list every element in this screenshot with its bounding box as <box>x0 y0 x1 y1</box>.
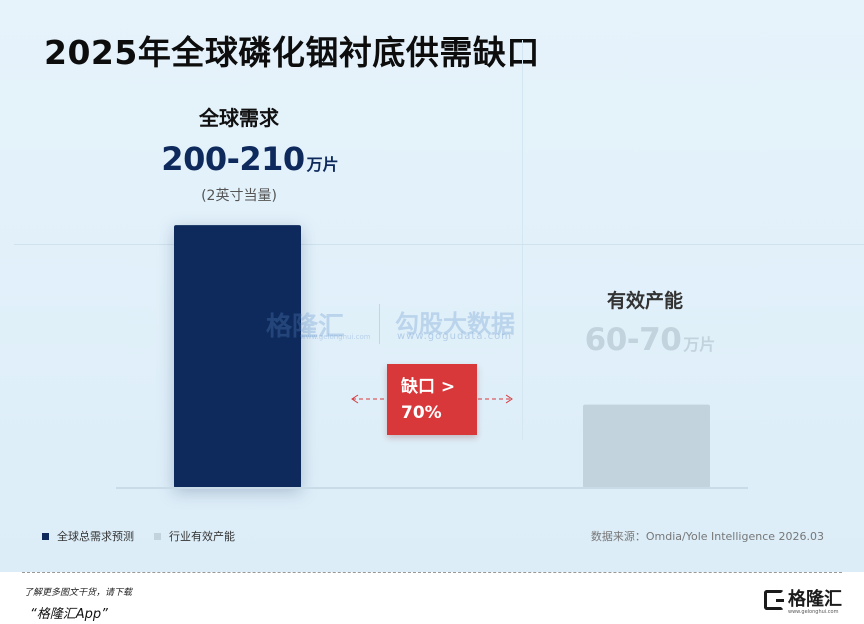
watermark-brand-1-url: www.gelonghui.com <box>300 333 371 341</box>
demand-value-number: 200-210 <box>161 140 305 178</box>
legend-label-demand: 全球总需求预测 <box>57 530 134 543</box>
legend-item-supply: 行业有效产能 <box>154 528 235 544</box>
legend-label-supply: 行业有效产能 <box>169 530 235 543</box>
legend: 全球总需求预测 行业有效产能 <box>42 528 255 544</box>
supply-value: 60-70 万片 <box>550 322 750 358</box>
chart-title: 2025年全球磷化铟衬底供需缺口 <box>44 33 540 72</box>
footer-download-text: 了解更多图文干货，请下载 <box>24 588 133 598</box>
legend-swatch-demand <box>42 532 49 540</box>
x-axis-baseline <box>116 487 748 489</box>
bar-chart <box>174 225 710 488</box>
footer-logo[interactable]: 格隆汇 <box>764 590 842 610</box>
legend-swatch-supply <box>154 532 161 540</box>
guide-line <box>14 244 864 245</box>
demand-value-unit: 万片 <box>306 155 339 174</box>
demand-note: (2英寸当量) <box>201 188 277 204</box>
logo-icon <box>764 590 784 610</box>
footer-app-name[interactable]: “格隆汇App” <box>30 607 108 622</box>
demand-label: 全球需求 <box>199 106 279 130</box>
watermark-brand-1: 格隆汇 <box>266 312 345 342</box>
watermark-divider <box>379 304 380 344</box>
gap-callout-line2: 70% <box>401 403 442 423</box>
gap-callout-line1: 缺口 > <box>401 377 456 397</box>
supply-value-unit: 万片 <box>683 335 716 354</box>
logo-text: 格隆汇 <box>788 589 842 610</box>
gap-arrow-right-head <box>505 394 513 404</box>
chart-canvas <box>0 0 864 572</box>
gap-callout: 缺口 > 70% <box>387 364 477 435</box>
bar-demand <box>174 225 301 488</box>
bar-supply <box>583 404 710 488</box>
data-source: 数据来源：Omdia/Yole Intelligence 2026.03 <box>590 530 824 543</box>
supply-label: 有效产能 <box>606 290 683 312</box>
legend-item-demand: 全球总需求预测 <box>42 528 134 544</box>
supply-value-number: 60-70 <box>584 322 682 358</box>
divider-line <box>522 40 523 440</box>
footer <box>0 572 864 624</box>
demand-value: 200-210 万片 <box>140 140 360 178</box>
gap-arrow-left-head <box>351 394 359 404</box>
logo-url: www.gelonghui.com <box>788 609 839 615</box>
watermark-brand-2: 勾股大数据 <box>395 310 515 338</box>
footer-divider <box>22 572 842 573</box>
watermark-brand-2-url: www.gogudata.com <box>397 331 513 342</box>
